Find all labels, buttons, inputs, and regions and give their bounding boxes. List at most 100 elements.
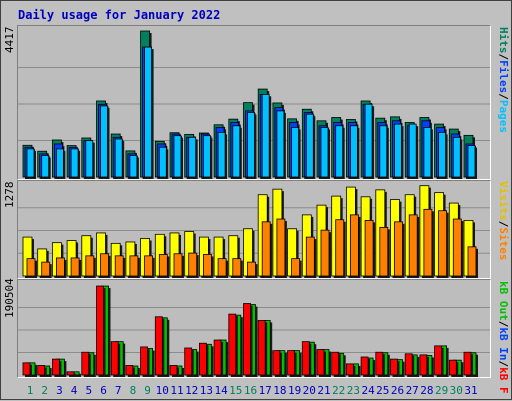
bar-kbout-27: [404, 353, 413, 376]
bar-kbout-15: [228, 313, 237, 376]
day-label-12: 12: [185, 384, 198, 397]
bar-sites-18: [276, 218, 286, 277]
bar-kbout-3: [52, 358, 60, 376]
bar-sites-5: [85, 255, 95, 277]
bar-kbout-11: [169, 365, 178, 376]
day-label-10: 10: [156, 384, 169, 397]
bar-pages-12: [188, 136, 197, 178]
bar-kbout-28: [419, 354, 428, 376]
bar-sites-3: [56, 257, 65, 277]
bar-sites-20: [305, 236, 315, 277]
bar-sites-10: [158, 254, 168, 277]
bar-sites-2: [41, 261, 51, 277]
bar-pages-29: [438, 131, 447, 178]
bar-sites-28: [423, 208, 433, 277]
bar-sites-31: [467, 246, 477, 277]
day-label-11: 11: [170, 384, 183, 397]
day-label-19: 19: [288, 384, 301, 397]
day-label-25: 25: [376, 384, 389, 397]
day-label-3: 3: [56, 384, 63, 397]
bar-pages-20: [305, 113, 314, 178]
day-label-2: 2: [41, 384, 48, 397]
bar-kbout-16: [243, 303, 251, 376]
bar-kbout-23: [345, 363, 354, 376]
bar-pages-4: [70, 148, 79, 178]
day-label-1: 1: [27, 384, 34, 397]
bar-kbout-7: [110, 341, 119, 376]
day-label-18: 18: [273, 384, 286, 397]
bar-kbout-6: [96, 285, 104, 376]
day-label-15: 15: [229, 384, 242, 397]
day-label-8: 8: [130, 384, 137, 397]
bar-sites-24: [364, 220, 374, 277]
bar-sites-8: [129, 255, 139, 277]
bar-sites-4: [70, 257, 80, 277]
bar-pages-26: [394, 123, 402, 178]
bar-pages-22: [335, 125, 344, 178]
bar-kbout-4: [66, 371, 75, 376]
bar-sites-17: [261, 221, 271, 277]
bar-kbout-12: [184, 347, 193, 376]
bar-sites-23: [349, 214, 359, 277]
bar-pages-11: [173, 135, 182, 178]
bar-kbout-14: [213, 339, 222, 376]
bar-pages-7: [114, 138, 123, 178]
day-label-13: 13: [200, 384, 213, 397]
bar-pages-2: [41, 155, 50, 178]
bar-kbout-21: [316, 349, 325, 376]
bar-pages-28: [423, 127, 432, 178]
bar-sites-30: [452, 218, 462, 277]
bar-sites-15: [232, 258, 242, 277]
bar-sites-7: [114, 255, 124, 277]
bar-pages-27: [408, 123, 417, 178]
bar-sites-14: [217, 258, 227, 277]
day-label-6: 6: [100, 384, 107, 397]
bar-sites-6: [100, 253, 109, 277]
bar-pages-17: [261, 93, 270, 178]
bar-kbout-1: [22, 362, 31, 376]
bar-pages-15: [232, 125, 241, 178]
bar-pages-23: [349, 125, 358, 178]
bar-pages-21: [320, 127, 329, 178]
day-label-29: 29: [435, 384, 448, 397]
bar-sites-12: [188, 252, 198, 277]
bar-kbout-24: [360, 356, 369, 376]
bar-kbout-5: [81, 351, 90, 376]
bar-pages-5: [85, 140, 94, 178]
day-label-7: 7: [115, 384, 122, 397]
bar-sites-25: [379, 226, 389, 277]
day-label-31: 31: [464, 384, 477, 397]
bar-sites-11: [173, 253, 183, 277]
bar-kbout-20: [301, 341, 310, 376]
bar-kbout-10: [154, 316, 163, 376]
bar-kbout-17: [257, 320, 266, 376]
bar-sites-26: [394, 221, 403, 277]
bar-sites-19: [291, 258, 301, 277]
bar-pages-19: [291, 127, 300, 178]
bar-pages-14: [217, 131, 226, 178]
bar-sites-1: [26, 258, 36, 277]
bar-pages-16: [247, 112, 255, 178]
bar-sites-22: [335, 219, 345, 277]
day-label-9: 9: [144, 384, 151, 397]
bar-kbout-25: [375, 351, 384, 376]
bar-kbout-29: [434, 345, 443, 376]
day-label-20: 20: [303, 384, 316, 397]
bar-pages-10: [158, 146, 167, 178]
day-label-5: 5: [85, 384, 92, 397]
bar-kbout-9: [140, 346, 149, 376]
day-label-4: 4: [71, 384, 78, 397]
bar-pages-3: [56, 148, 64, 178]
bar-kbout-19: [287, 350, 296, 376]
bar-pages-24: [364, 103, 373, 178]
bar-kbout-31: [463, 351, 472, 376]
day-label-26: 26: [391, 384, 404, 397]
bar-pages-31: [467, 145, 476, 178]
day-label-14: 14: [214, 384, 228, 397]
bar-kbout-18: [272, 350, 281, 376]
bar-kbout-22: [331, 351, 340, 376]
day-label-22: 22: [332, 384, 345, 397]
day-label-30: 30: [450, 384, 463, 397]
